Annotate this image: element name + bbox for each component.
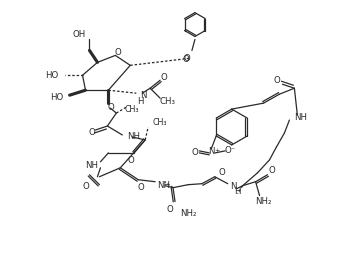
Text: O: O: [128, 156, 135, 165]
Text: O: O: [138, 183, 145, 192]
Text: +: +: [215, 148, 220, 154]
Text: NH: NH: [157, 181, 170, 190]
Text: OH: OH: [72, 30, 86, 39]
Text: O: O: [88, 128, 95, 138]
Text: H: H: [137, 97, 144, 106]
Text: O: O: [219, 168, 225, 177]
Text: O: O: [115, 48, 122, 57]
Text: O: O: [184, 54, 190, 63]
Text: CH₃: CH₃: [152, 118, 167, 126]
Text: NH: NH: [127, 132, 140, 141]
Text: O: O: [192, 148, 199, 157]
Text: O: O: [167, 205, 174, 214]
Text: CH₃: CH₃: [159, 97, 175, 106]
Text: N: N: [208, 147, 215, 156]
Text: N: N: [140, 91, 147, 100]
Text: O: O: [108, 103, 115, 112]
Text: CH₃: CH₃: [124, 104, 139, 114]
Text: NH: NH: [294, 112, 307, 122]
Text: H: H: [234, 187, 240, 196]
Text: O: O: [82, 182, 89, 191]
Text: HO: HO: [45, 71, 59, 80]
Text: NH₂: NH₂: [180, 209, 197, 218]
Text: NH₂: NH₂: [255, 197, 272, 206]
Text: O: O: [183, 55, 189, 64]
Text: O⁻: O⁻: [225, 146, 236, 155]
Text: NH: NH: [85, 161, 98, 170]
Text: N: N: [230, 182, 236, 191]
Text: HO: HO: [50, 93, 64, 102]
Text: O: O: [268, 166, 275, 175]
Text: O: O: [273, 76, 280, 85]
Text: O: O: [161, 73, 167, 82]
